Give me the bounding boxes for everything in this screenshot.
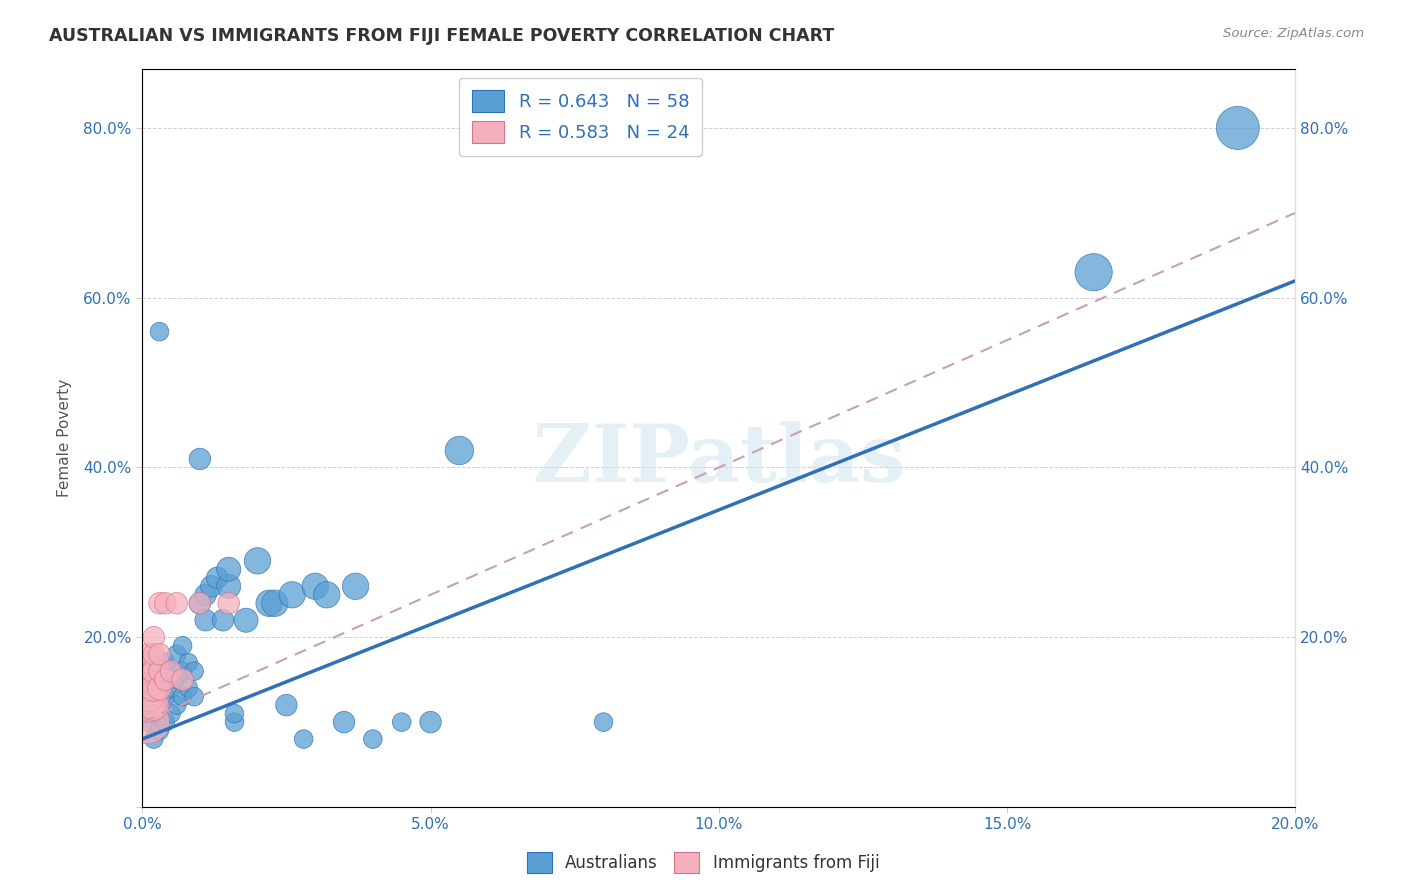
Point: [172, 690, 194, 704]
Text: ZIPatlas: ZIPatlas: [533, 421, 905, 499]
Point: [155, 690, 177, 704]
Point: [136, 673, 159, 687]
Point: [148, 596, 170, 610]
Point: [166, 673, 188, 687]
Point: [177, 681, 200, 695]
Point: [304, 579, 326, 593]
Point: [212, 613, 235, 627]
Point: [361, 732, 384, 747]
Point: [142, 664, 165, 678]
Point: [160, 664, 183, 678]
Point: [333, 715, 356, 730]
Point: [155, 673, 177, 687]
Point: [263, 596, 285, 610]
Point: [172, 639, 194, 653]
Point: [344, 579, 367, 593]
Point: [1083, 265, 1105, 279]
Point: [224, 706, 246, 721]
Point: [200, 579, 222, 593]
Point: [136, 681, 159, 695]
Point: [194, 613, 217, 627]
Point: [136, 698, 159, 713]
Point: [218, 562, 240, 576]
Point: [155, 715, 177, 730]
Point: [160, 681, 183, 695]
Point: [148, 681, 170, 695]
Point: [142, 706, 165, 721]
Point: [218, 579, 240, 593]
Y-axis label: Female Poverty: Female Poverty: [58, 378, 72, 497]
Point: [142, 690, 165, 704]
Point: [257, 596, 280, 610]
Point: [142, 732, 165, 747]
Point: [281, 588, 304, 602]
Point: [160, 664, 183, 678]
Point: [218, 596, 240, 610]
Point: [1226, 120, 1249, 135]
Point: [148, 664, 170, 678]
Point: [136, 715, 159, 730]
Point: [148, 698, 170, 713]
Point: [188, 596, 211, 610]
Point: [142, 698, 165, 713]
Point: [188, 452, 211, 467]
Point: [148, 325, 170, 339]
Text: Source: ZipAtlas.com: Source: ZipAtlas.com: [1223, 27, 1364, 40]
Point: [166, 698, 188, 713]
Point: [166, 647, 188, 661]
Point: [391, 715, 413, 730]
Point: [449, 443, 471, 458]
Point: [136, 715, 159, 730]
Point: [148, 664, 170, 678]
Point: [276, 698, 298, 713]
Point: [224, 715, 246, 730]
Point: [166, 596, 188, 610]
Point: [292, 732, 315, 747]
Point: [246, 554, 269, 568]
Point: [136, 681, 159, 695]
Point: [136, 664, 159, 678]
Point: [155, 656, 177, 670]
Point: [148, 647, 170, 661]
Point: [136, 690, 159, 704]
Point: [183, 664, 205, 678]
Text: AUSTRALIAN VS IMMIGRANTS FROM FIJI FEMALE POVERTY CORRELATION CHART: AUSTRALIAN VS IMMIGRANTS FROM FIJI FEMAL…: [49, 27, 834, 45]
Point: [172, 673, 194, 687]
Point: [148, 681, 170, 695]
Point: [235, 613, 257, 627]
Point: [188, 596, 211, 610]
Point: [136, 656, 159, 670]
Point: [142, 681, 165, 695]
Point: [183, 690, 205, 704]
Point: [177, 656, 200, 670]
Point: [155, 673, 177, 687]
Point: [142, 673, 165, 687]
Legend: R = 0.643   N = 58, R = 0.583   N = 24: R = 0.643 N = 58, R = 0.583 N = 24: [458, 78, 702, 156]
Point: [592, 715, 614, 730]
Point: [136, 647, 159, 661]
Point: [142, 647, 165, 661]
Point: [160, 706, 183, 721]
Point: [315, 588, 337, 602]
Point: [136, 698, 159, 713]
Legend: Australians, Immigrants from Fiji: Australians, Immigrants from Fiji: [520, 846, 886, 880]
Point: [419, 715, 441, 730]
Point: [194, 588, 217, 602]
Point: [155, 596, 177, 610]
Point: [172, 664, 194, 678]
Point: [148, 723, 170, 738]
Point: [205, 571, 228, 585]
Point: [142, 630, 165, 644]
